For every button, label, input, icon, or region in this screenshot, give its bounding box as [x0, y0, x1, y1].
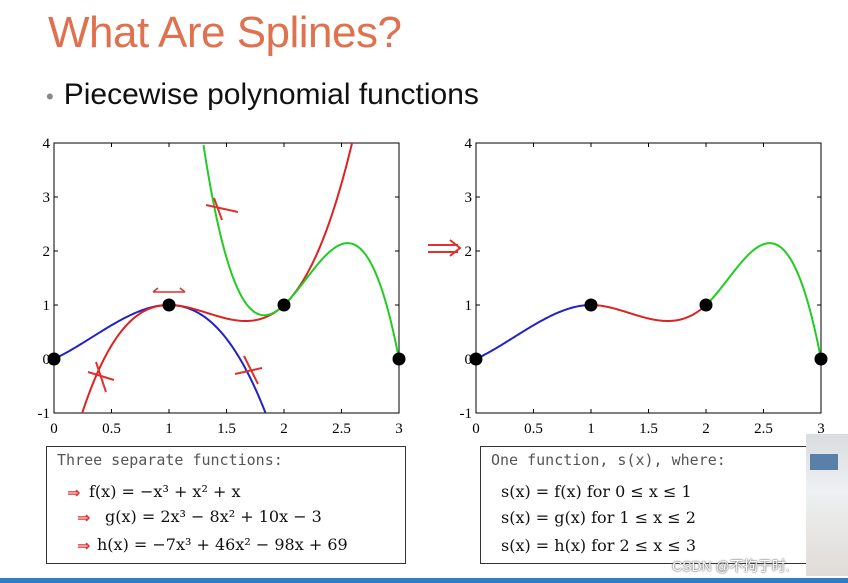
- x-tick-label: 2.5: [332, 421, 351, 437]
- annotation-cross-right: [234, 355, 263, 385]
- x-tick-label: 2: [280, 421, 288, 437]
- knot-point: [392, 352, 406, 366]
- equation-h: h(x) = −7x³ + 46x² − 98x + 69: [97, 535, 348, 554]
- series-h-line: [705, 242, 821, 360]
- y-tick-label: -1: [460, 406, 473, 422]
- y-tick-label: 3: [465, 190, 473, 206]
- equation-g: g(x) = 2x³ − 8x² + 10x − 3: [105, 507, 322, 526]
- x-tick-label: 1.5: [639, 421, 658, 437]
- y-tick-label: 3: [43, 190, 51, 206]
- annotation-arrow-icon: ⇒: [77, 508, 91, 527]
- knot-point: [814, 352, 828, 366]
- equation-s-f: s(x) = f(x) for 0 ≤ x ≤ 1: [501, 482, 692, 501]
- annotation-cross-g: [205, 197, 239, 221]
- series-group: [476, 242, 821, 360]
- annotation-arrow-chart2: [428, 239, 462, 257]
- plot-frame: [53, 142, 400, 414]
- y-tick-label: 1: [465, 298, 473, 314]
- x-tick-label: 3: [395, 421, 403, 437]
- series-f-line: [476, 304, 592, 360]
- video-thumbnail: [806, 434, 848, 576]
- annotation-cross-left: [87, 361, 115, 393]
- y-tick-label: 4: [465, 136, 473, 152]
- y-tick-label: 2: [465, 244, 473, 260]
- plot-frame: [475, 142, 822, 414]
- bullet-text: Piecewise polynomial functions: [63, 78, 479, 111]
- x-tick-label: 3: [817, 421, 825, 437]
- annotation-arrow-icon: ⇒: [67, 483, 81, 502]
- x-tick-label: 1.5: [217, 421, 236, 437]
- series-group: [54, 143, 399, 413]
- annotation-arrow-icon: ⇒: [77, 536, 91, 555]
- right-equation-box: One function, s(x), where: s(x) = f(x) f…: [480, 446, 808, 564]
- x-tick-label: 2.5: [754, 421, 773, 437]
- x-tick-label: 0: [472, 421, 480, 437]
- knot-point: [699, 298, 713, 312]
- x-tick-label: 2: [702, 421, 710, 437]
- knot-point: [47, 352, 61, 366]
- bottom-bar: [0, 578, 848, 583]
- annotation-arrow-top: [152, 287, 186, 293]
- x-tick-label: 0.5: [524, 421, 543, 437]
- equation-s-g: s(x) = g(x) for 1 ≤ x ≤ 2: [501, 508, 696, 527]
- x-tick-label: 0.5: [102, 421, 121, 437]
- bullet-dot-icon: •: [46, 84, 54, 109]
- y-tick-label: 0: [465, 352, 473, 368]
- knot-point: [277, 298, 291, 312]
- series-g-line: [590, 304, 707, 323]
- series-h-line: [202, 144, 399, 360]
- equation-s-h: s(x) = h(x) for 2 ≤ x ≤ 3: [501, 536, 697, 555]
- x-tick-label: 0: [50, 421, 58, 437]
- x-tick-label: 1: [587, 421, 595, 437]
- knot-point: [469, 352, 483, 366]
- handwritten-annotations: [87, 197, 462, 393]
- watermark: CSDN @不拘于时.: [672, 558, 790, 574]
- thumbnail-image: [810, 454, 838, 470]
- series-f-line: [54, 303, 267, 413]
- knot-point: [584, 298, 598, 312]
- slide-title: What Are Splines?: [48, 8, 402, 57]
- y-tick-label: 4: [43, 136, 51, 152]
- right-box-heading: One function, s(x), where:: [491, 451, 726, 469]
- knot-point: [162, 298, 176, 312]
- bullet-item: • Piecewise polynomial functions: [46, 78, 479, 112]
- equation-f: f(x) = −x³ + x² + x: [89, 482, 241, 501]
- y-tick-label: 0: [43, 352, 51, 368]
- left-equation-box: Three separate functions: ⇒ f(x) = −x³ +…: [46, 446, 406, 564]
- y-tick-label: 2: [43, 244, 51, 260]
- y-tick-label: -1: [38, 406, 51, 422]
- series-g-line: [81, 143, 354, 413]
- left-box-heading: Three separate functions:: [57, 451, 283, 469]
- x-tick-label: 1: [165, 421, 173, 437]
- y-tick-label: 1: [43, 298, 51, 314]
